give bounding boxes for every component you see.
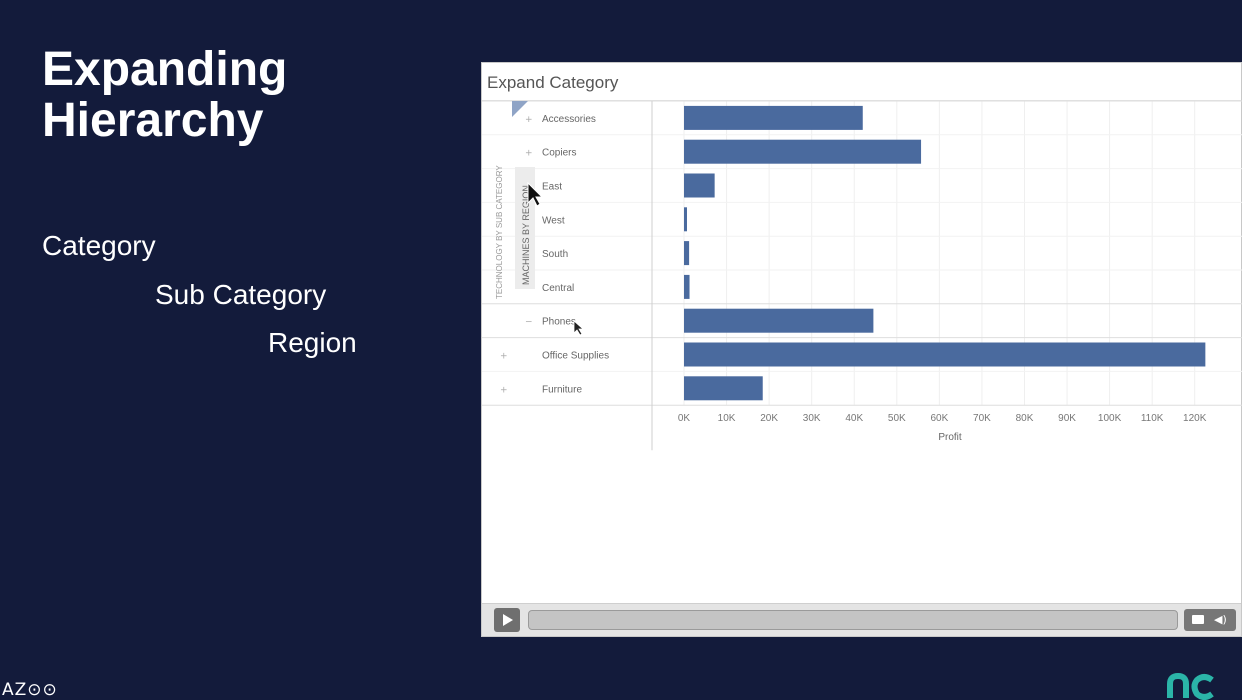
bar: [684, 274, 690, 299]
bar: [684, 342, 1206, 367]
row-label: Copiers: [542, 148, 576, 159]
x-tick-label: 30K: [803, 413, 821, 424]
row-label: Furniture: [542, 384, 582, 395]
hierarchy-level-sub-category: Sub Category: [155, 279, 327, 310]
hierarchy-level-category: Category: [42, 230, 156, 261]
expand-toggle-icon: +: [500, 385, 508, 395]
corner-marker: [512, 101, 528, 117]
captions-icon[interactable]: [1192, 615, 1204, 624]
row-header-inner: MACHINES BY REGION: [521, 185, 531, 285]
video-player: Expand Category 0K 10K 20K 30K 40K 50K 60K 70K 8…: [481, 62, 1242, 637]
mouse-pointer-icon: [527, 181, 544, 207]
row-label: South: [542, 249, 568, 260]
x-tick-label: 40K: [845, 413, 863, 424]
x-tick-label: 80K: [1016, 413, 1034, 424]
row-label: Office Supplies: [542, 351, 609, 362]
x-tick-label: 60K: [930, 413, 948, 424]
x-tick-label: 50K: [888, 413, 906, 424]
expand-toggle-icon: +: [525, 149, 533, 159]
slide-title-line1: Expanding: [42, 43, 288, 96]
video-controls: ◀): [482, 603, 1241, 636]
video-title: Expand Category: [487, 73, 619, 92]
row-label: Accessories: [542, 114, 596, 125]
brand-logo-icon: [1167, 672, 1214, 700]
row-header-outer: TECHNOLOGY BY SUB CATEGORY: [495, 165, 504, 299]
bar: [684, 376, 763, 401]
x-tick-label: 120K: [1183, 413, 1207, 424]
bar: [684, 308, 874, 333]
x-tick-label: 100K: [1098, 413, 1122, 424]
slide-title: Expanding Hierarchy: [42, 44, 287, 146]
x-tick-label: 10K: [718, 413, 736, 424]
x-tick-label: 70K: [973, 413, 991, 424]
x-tick-label: 0K: [678, 413, 691, 424]
bar: [684, 105, 863, 130]
bar-chart: 0K 10K 20K 30K 40K 50K 60K 70K 80K 90K 100K 110K 120…: [482, 100, 1242, 451]
row-label: East: [542, 182, 562, 193]
logo-left: AZ⊙⊙: [2, 680, 58, 700]
slide-title-line2: Hierarchy: [42, 94, 264, 147]
play-button[interactable]: [494, 608, 520, 632]
bar: [684, 173, 715, 198]
hierarchy-level-region: Region: [268, 327, 357, 358]
row-label: Central: [542, 283, 574, 294]
bar: [684, 139, 922, 164]
row-label: West: [542, 215, 565, 226]
seek-bar[interactable]: [528, 610, 1178, 630]
volume-icon[interactable]: ◀): [1214, 613, 1227, 626]
bar: [684, 241, 690, 266]
expand-toggle-icon: −: [525, 318, 533, 328]
row-label: Phones: [542, 317, 576, 328]
bar: [684, 207, 687, 232]
right-controls: ◀): [1184, 609, 1236, 631]
expand-toggle-icon: +: [525, 115, 533, 125]
expand-toggle-icon: +: [500, 352, 508, 362]
x-tick-label: 110K: [1141, 413, 1164, 424]
x-tick-label: 20K: [760, 413, 778, 424]
x-tick-label: 90K: [1058, 413, 1076, 424]
x-axis-label: Profit: [938, 432, 962, 443]
mouse-pointer-icon: [573, 320, 585, 336]
